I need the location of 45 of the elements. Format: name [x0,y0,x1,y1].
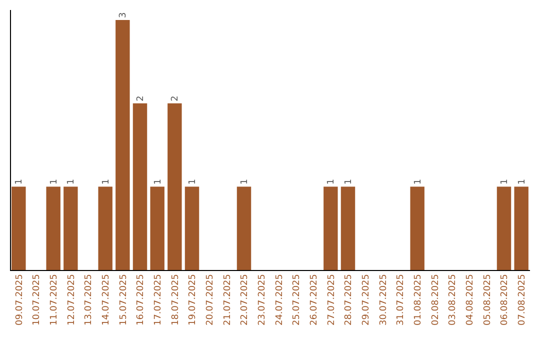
x-tick-label: 21.07.2025 [222,274,233,326]
x-tick-label: 30.07.2025 [378,274,389,326]
x-tick-label: 25.07.2025 [292,274,302,326]
data-label: 2 [170,96,181,102]
data-label: 1 [344,178,354,185]
x-tick-label: 26.07.2025 [309,274,320,326]
x-tick-label: 15.07.2025 [118,274,129,326]
data-label: 1 [500,178,510,185]
data-label: 1 [413,178,424,185]
x-tick-label: 31.07.2025 [396,274,406,326]
x-tick-label: 03.08.2025 [448,274,458,326]
x-tick-label: 22.07.2025 [240,274,250,326]
x-tick-label: 06.08.2025 [500,274,510,326]
x-tick-label: 01.08.2025 [413,274,424,326]
x-tick-label: 12.07.2025 [66,274,77,326]
data-label: 1 [14,178,25,185]
x-tick-label: 24.07.2025 [274,274,285,326]
data-label: 1 [153,178,164,185]
x-tick-label: 11.07.2025 [49,274,60,326]
x-tick-label: 28.07.2025 [344,274,354,326]
x-tick-label: 19.07.2025 [188,274,198,326]
x-tick-label: 05.08.2025 [482,274,493,326]
x-tick-label: 09.07.2025 [14,274,25,326]
x-tick-label: 16.07.2025 [136,274,146,326]
x-tick-label: 18.07.2025 [170,274,181,326]
x-tick-label: 02.08.2025 [430,274,441,326]
x-tick-label: 23.07.2025 [257,274,268,326]
x-tick-label: 20.07.2025 [205,274,216,326]
x-tick-label: 13.07.2025 [84,274,94,326]
x-tick-label: 10.07.2025 [32,274,42,326]
x-tick-label: 07.08.2025 [517,274,528,326]
x-tick-label: 27.07.2025 [326,274,337,326]
x-tick-label: 17.07.2025 [153,274,164,326]
data-label: 1 [101,178,112,185]
data-label: 2 [136,96,146,102]
x-tick-label: 04.08.2025 [465,274,476,326]
data-label: 1 [188,178,198,185]
data-label: 1 [49,178,60,185]
data-label: 3 [118,12,129,18]
data-label: 1 [517,178,528,185]
data-label: 1 [66,178,77,185]
x-tick-label: 14.07.2025 [101,274,112,326]
data-label: 1 [326,178,337,185]
data-label: 1 [240,178,250,185]
x-tick-label: 29.07.2025 [361,274,372,326]
